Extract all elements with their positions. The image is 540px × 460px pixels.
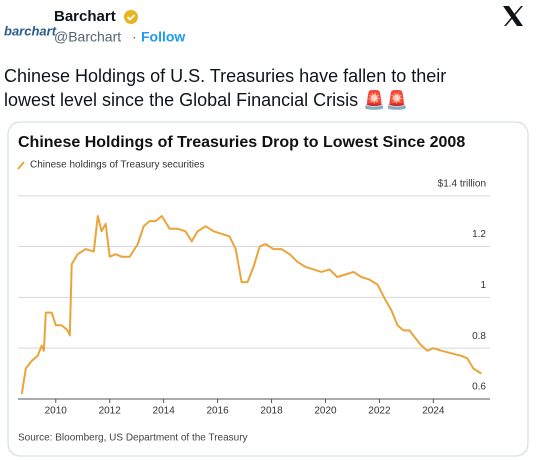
verified-badge	[124, 10, 138, 24]
x-tick-label: 2018	[260, 406, 283, 417]
y-tick-label: 0.8	[472, 331, 486, 342]
y-tick-label: 0.6	[472, 382, 486, 393]
tweet-text: Chinese Holdings of U.S. Treasuries have…	[4, 66, 446, 86]
y-tick-label: $1.4 trillion	[438, 178, 486, 189]
x-logo[interactable]	[503, 6, 523, 26]
legend-swatch	[17, 161, 25, 170]
x-tick-label: 2012	[99, 406, 122, 417]
y-tick-label: 1.2	[472, 229, 486, 240]
tweet-text: lowest level since the Global Financial …	[4, 89, 408, 110]
x-tick-label: 2024	[422, 406, 445, 417]
x-tick-label: 2022	[368, 406, 391, 417]
chart-card[interactable]	[7, 121, 529, 457]
y-tick-label: 1	[480, 280, 486, 291]
x-tick-label: 2020	[314, 406, 337, 417]
chart-title: Chinese Holdings of Treasuries Drop to L…	[18, 134, 465, 151]
source: Source: Bloomberg, US Department of the …	[18, 433, 248, 444]
follow-button[interactable]: Follow	[141, 29, 185, 45]
author-name[interactable]: Barchart	[54, 8, 116, 25]
handle[interactable]: @Barchart	[54, 29, 121, 45]
logo: barchart	[4, 23, 57, 38]
legend-label: Chinese holdings of Treasury securities	[30, 160, 205, 171]
x-tick-label: 2010	[45, 406, 68, 417]
x-tick-label: 2014	[153, 406, 176, 417]
x-tick-label: 2016	[206, 406, 229, 417]
data-line	[20, 215, 482, 395]
separator: ·	[132, 29, 137, 45]
